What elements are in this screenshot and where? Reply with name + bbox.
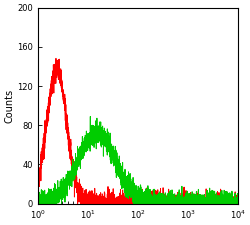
Y-axis label: Counts: Counts (4, 89, 14, 123)
